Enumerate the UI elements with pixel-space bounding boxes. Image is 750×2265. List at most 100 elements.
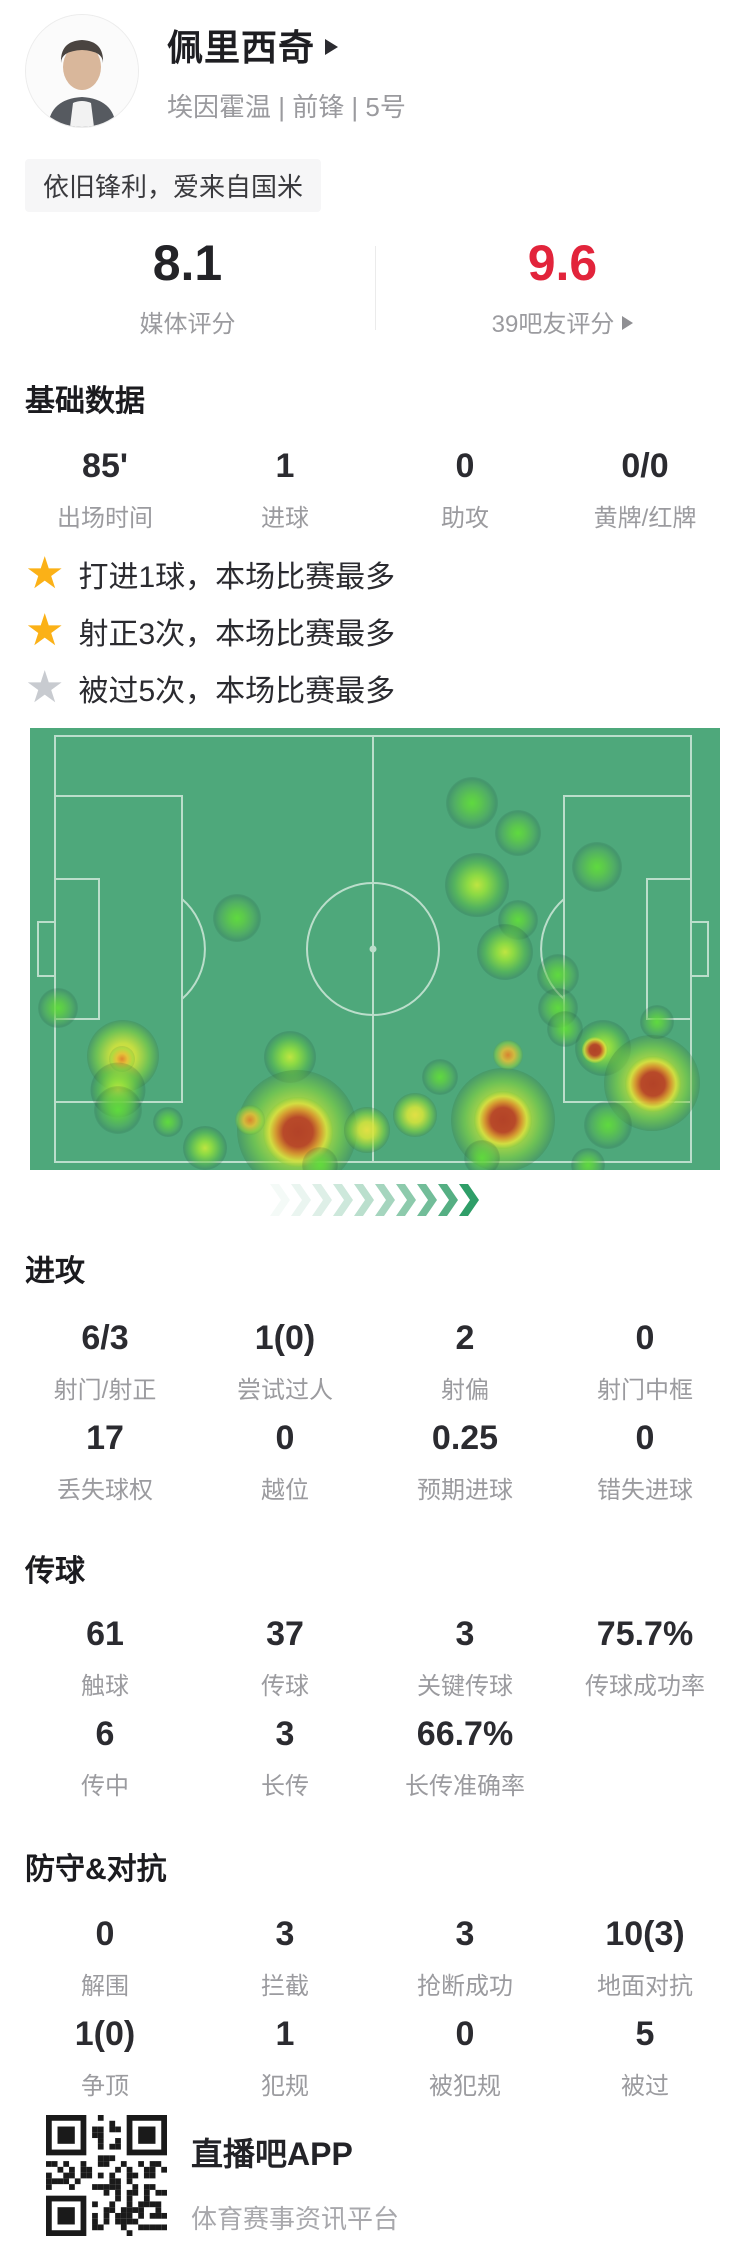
stat-value: 3 [455,1915,475,1953]
highlight-row: ★ 打进1球，本场比赛最多 [25,545,395,602]
section-title-defense: 防守&对抗 [25,1853,167,1886]
stat-value: 61 [86,1615,124,1653]
highlight-text: 射正3次，本场比赛最多 [78,617,396,651]
stat-cell: 37 传球 [195,1614,375,1701]
section-title-passing: 传球 [25,1555,85,1588]
app-footer: 直播吧APP 体育赛事资讯平台 [46,2115,399,2236]
player-avatar [25,14,139,128]
stat-cell: 75.7% 传球成功率 [555,1614,735,1701]
player-name: 佩里西奇 [167,26,316,68]
media-rating-label: 媒体评分 [139,311,236,338]
stat-value: 1(0) [74,2015,136,2053]
stat-value: 1 [275,2015,295,2053]
heat-blob [213,894,261,943]
star-icon: ★ [25,605,65,655]
stat-cell: 3 抢断成功 [375,1914,555,2001]
player-tagline: 依旧锋利，爱来自国米 [25,159,322,212]
stat-cell: 66.7% 长传准确率 [375,1714,555,1801]
stat-label: 触球 [81,1673,129,1700]
stat-cell: 6 传中 [15,1714,195,1801]
media-rating-value: 8.1 [152,235,223,291]
highlights-list: ★ 打进1球，本场比赛最多 ★ 射正3次，本场比赛最多 ★ 被过5次，本场比赛最多 [25,545,395,716]
chevron-right-icon [396,1184,416,1216]
star-icon: ★ [25,662,65,712]
stat-cell: 0 被犯规 [375,2014,555,2101]
highlight-row: ★ 射正3次，本场比赛最多 [25,602,395,659]
heatmap-pitch [30,728,720,1170]
stat-label: 射门/射正 [53,1377,157,1404]
heat-blob [494,810,541,857]
fans-rating-link[interactable]: 9.6 39吧友评分 [375,232,750,339]
stat-cell: 6/3 射门/射正 [15,1318,195,1405]
stat-cell: 0 助攻 [375,446,555,533]
stat-cell: 2 射偏 [375,1318,555,1405]
chevron-right-icon [291,1184,311,1216]
heat-blob [493,1040,524,1071]
heat-blob [571,1148,606,1170]
stat-label: 解围 [81,1973,129,2000]
stat-label: 进球 [261,505,309,532]
chevron-right-icon [459,1184,479,1216]
stat-value: 3 [275,1715,295,1753]
passing-stats-grid-row2: 6 传中 3 长传 66.7% 长传准确率 [15,1714,735,1801]
heat-blob [153,1106,183,1137]
defense-stats-grid-row1: 0 解围 3 拦截 3 抢断成功 10(3) 地面对抗 [15,1914,735,2001]
media-rating: 8.1 媒体评分 [0,232,375,339]
stat-cell: 61 触球 [15,1614,195,1701]
stat-cell: 0.25 预期进球 [375,1418,555,1505]
heat-blob [476,924,533,981]
fans-rating-value: 9.6 [527,235,598,291]
player-subtitle: 埃因霍温 | 前锋 | 5号 [167,91,406,122]
passing-stats-grid-row1: 61 触球 37 传球 3 关键传球 75.7% 传球成功率 [15,1614,735,1701]
chevron-right-icon [333,1184,353,1216]
highlight-row: ★ 被过5次，本场比赛最多 [25,659,395,716]
heat-blob [625,1055,682,1112]
highlight-text: 打进1球，本场比赛最多 [78,560,396,594]
heat-blob [584,1100,633,1149]
stat-label: 地面对抗 [597,1973,693,2000]
stat-value: 10(3) [605,1915,685,1953]
stat-value: 0/0 [621,447,669,485]
stat-value: 17 [86,1419,124,1457]
heat-blob [582,1037,609,1064]
stat-label: 犯规 [261,2073,309,2100]
stat-value: 0 [635,1419,655,1457]
stat-label: 尝试过人 [237,1377,333,1404]
heat-blob [640,1004,675,1039]
chevron-right-icon [270,1184,290,1216]
defense-stats-grid-row2: 1(0) 争顶 1 犯规 0 被犯规 5 被过 [15,2014,735,2101]
stat-label: 拦截 [261,1973,309,2000]
stat-value: 37 [266,1615,304,1653]
stat-value: 85' [82,447,128,485]
stat-label: 被过 [621,2073,669,2100]
chevron-right-icon [438,1184,458,1216]
stat-label: 传中 [81,1773,129,1800]
stat-label: 助攻 [441,505,489,532]
stat-label: 争顶 [81,2073,129,2100]
stat-cell: 1(0) 争顶 [15,2014,195,2101]
stat-cell: 3 拦截 [195,1914,375,2001]
attack-stats-grid-row1: 6/3 射门/射正 1(0) 尝试过人 2 射偏 0 射门中框 [15,1318,735,1405]
stat-label: 传球 [261,1673,309,1700]
heat-blob [343,1107,390,1154]
player-name-link[interactable]: 佩里西奇 [167,19,406,71]
stat-cell: 1 犯规 [195,2014,375,2101]
stat-cell: 0 解围 [15,1914,195,2001]
stat-label: 关键传球 [417,1673,513,1700]
heat-blob [235,1105,266,1136]
stat-value: 3 [455,1615,475,1653]
name-arrow-icon [325,38,339,55]
heat-blob [301,1147,338,1170]
stat-cell: 5 被过 [555,2014,735,2101]
heat-blob [393,1093,438,1138]
stat-cell: 0 错失进球 [555,1418,735,1505]
stat-cell: 0 射门中框 [555,1318,735,1405]
star-icon: ★ [25,548,65,598]
stat-cell: 1(0) 尝试过人 [195,1318,375,1405]
heat-blob [183,1125,228,1170]
stat-label: 错失进球 [597,1477,693,1504]
stat-cell: 17 丢失球权 [15,1418,195,1505]
attack-stats-grid-row2: 17 丢失球权 0 越位 0.25 预期进球 0 错失进球 [15,1418,735,1505]
heat-blob [463,1140,500,1170]
stat-cell: 0/0 黄牌/红牌 [555,446,735,533]
